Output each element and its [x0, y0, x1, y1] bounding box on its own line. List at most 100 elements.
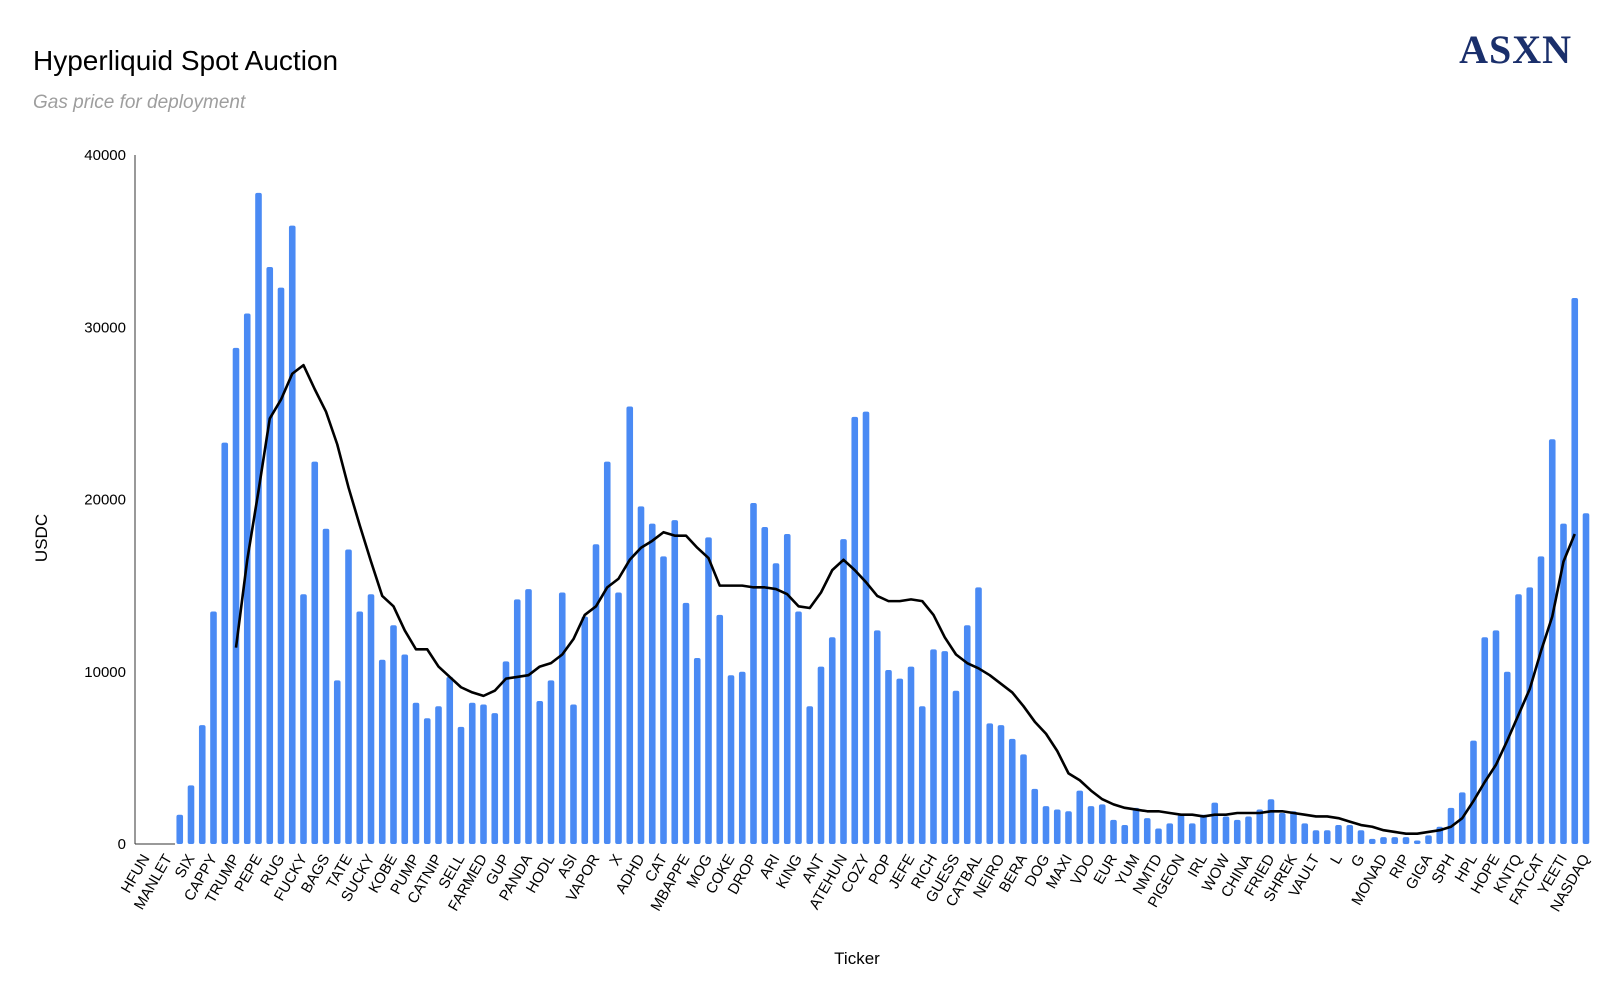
bar: [1222, 816, 1230, 844]
bar: [547, 680, 555, 844]
bar: [1425, 835, 1432, 844]
bar: [1323, 830, 1331, 844]
bar: [288, 225, 296, 844]
chart-title: Hyperliquid Spot Auction: [33, 45, 339, 76]
y-axis-title: USDC: [32, 514, 51, 562]
bar: [1515, 594, 1522, 844]
brand-logo: ASXN: [1459, 27, 1572, 72]
bar: [592, 544, 600, 844]
bar: [1042, 806, 1050, 844]
bar: [1233, 819, 1241, 844]
bar: [1200, 814, 1207, 844]
bar: [817, 666, 825, 844]
y-tick-label: 10000: [84, 664, 126, 681]
bar: [761, 527, 769, 844]
bar: [873, 630, 881, 844]
bar: [1053, 809, 1061, 844]
bars: [176, 192, 1590, 845]
bar: [1413, 840, 1421, 844]
bar: [300, 594, 307, 844]
bar: [345, 549, 352, 844]
bar: [693, 657, 701, 844]
bar: [750, 502, 757, 844]
bar: [952, 690, 960, 844]
bar: [468, 702, 476, 844]
bar: [727, 675, 735, 844]
bar: [1290, 811, 1297, 844]
bar: [738, 671, 746, 844]
bar: [435, 706, 442, 844]
bar: [176, 814, 184, 844]
bar: [963, 625, 971, 844]
bar: [1278, 813, 1286, 844]
bar: [997, 725, 1005, 844]
bar: [840, 539, 847, 844]
bar: [1098, 804, 1106, 844]
bar: [1211, 802, 1219, 844]
bar: [1132, 807, 1140, 844]
bar: [896, 678, 904, 844]
bar: [480, 704, 487, 844]
bar: [255, 192, 262, 844]
bar: [1537, 556, 1545, 844]
x-tick-label: G: [1348, 852, 1369, 871]
bar: [1470, 740, 1477, 844]
bar: [1492, 630, 1500, 844]
bar: [1503, 671, 1511, 844]
bar: [1155, 828, 1162, 844]
bar: [1526, 587, 1534, 844]
bar: [210, 611, 217, 844]
bar: [1560, 523, 1567, 844]
bar: [603, 461, 611, 844]
bar: [941, 651, 949, 844]
bar: [716, 614, 724, 844]
bar: [1368, 838, 1376, 844]
y-tick-label: 20000: [84, 492, 126, 509]
bar: [1121, 825, 1129, 844]
bar: [1065, 811, 1072, 844]
x-axis-title: Ticker: [834, 949, 880, 968]
bar: [187, 785, 195, 844]
bar: [367, 594, 375, 844]
bar: [1380, 837, 1387, 844]
bar: [772, 563, 780, 844]
bar: [783, 533, 791, 844]
x-tick-label: SPH: [1428, 852, 1458, 887]
bar: [525, 589, 532, 844]
bar: [1177, 814, 1185, 844]
y-tick-label: 30000: [84, 319, 126, 336]
bar: [660, 556, 667, 844]
bar: [401, 654, 409, 844]
bar: [581, 616, 589, 844]
bar: [1481, 637, 1489, 844]
bar: [390, 625, 397, 844]
bar: [1031, 788, 1039, 844]
x-tick-label: L: [1327, 852, 1346, 868]
bar: [682, 602, 690, 844]
bar: [322, 528, 330, 844]
bar: [502, 661, 510, 844]
bar: [1087, 806, 1095, 844]
bar: [1391, 837, 1399, 844]
bar: [333, 680, 341, 844]
bar: [671, 520, 679, 844]
bar: [1166, 823, 1174, 844]
bar: [851, 416, 859, 844]
bar: [1020, 754, 1027, 844]
bar: [1256, 809, 1264, 844]
bar: [558, 592, 566, 844]
bar: [1076, 790, 1084, 844]
bar: [975, 587, 982, 844]
bar: [1245, 816, 1252, 844]
bar: [828, 637, 836, 844]
bar: [446, 676, 454, 844]
bar: [277, 287, 285, 844]
bar: [705, 537, 712, 844]
bar: [378, 659, 386, 844]
bar: [907, 666, 915, 844]
bar: [457, 726, 465, 844]
bar: [1571, 297, 1579, 845]
bar: [1143, 818, 1151, 844]
bar: [311, 461, 319, 844]
